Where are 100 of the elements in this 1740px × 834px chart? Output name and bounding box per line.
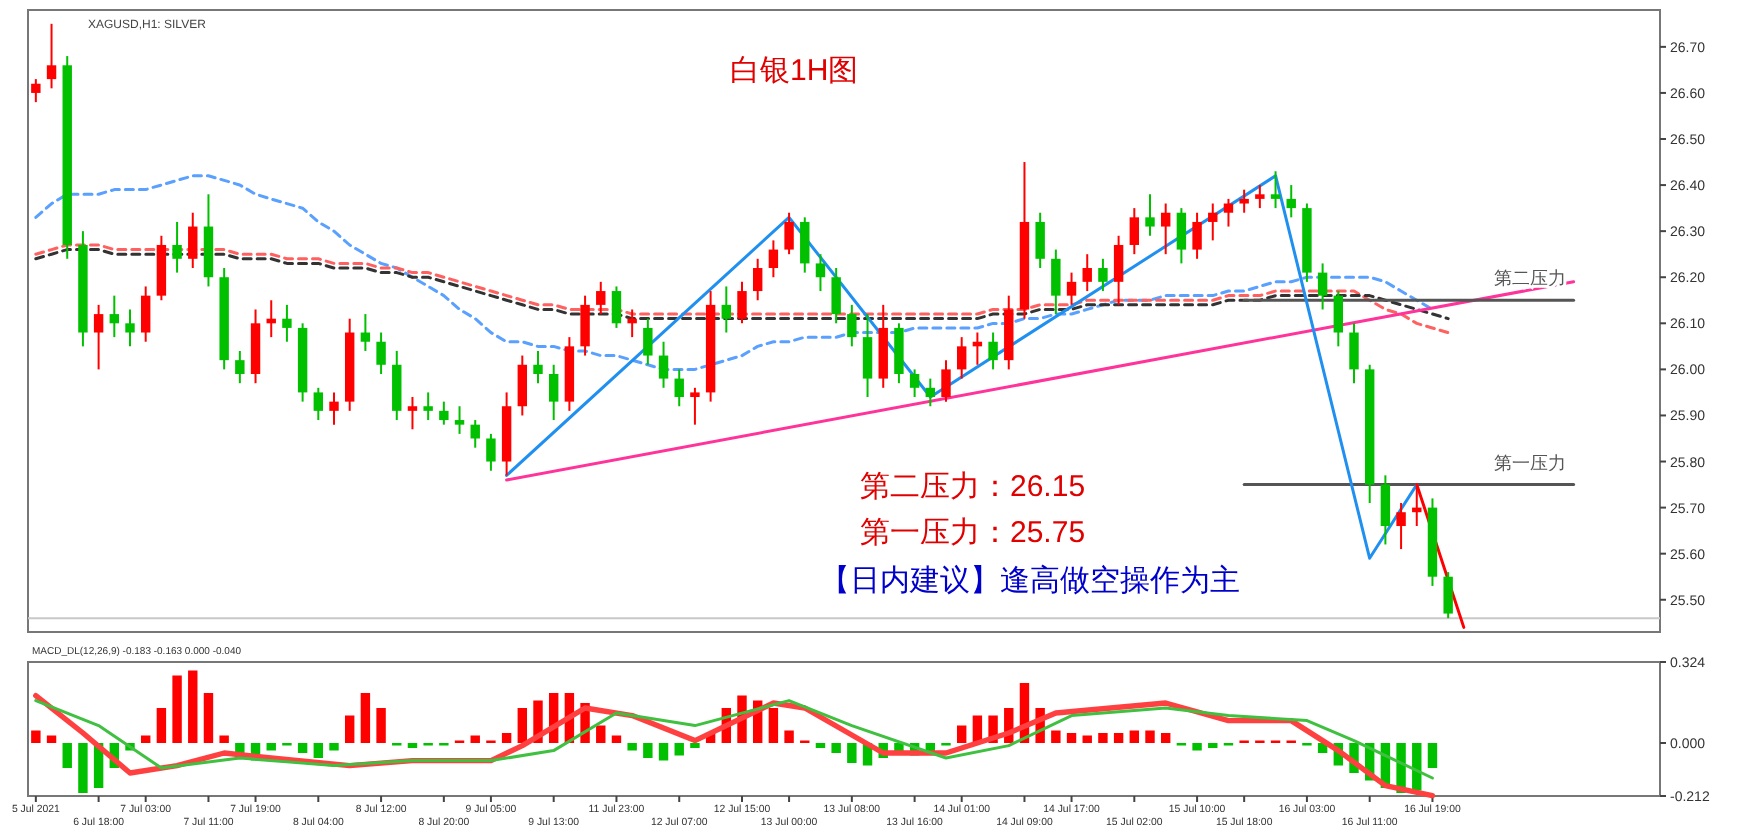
bar (768, 708, 779, 743)
bar (62, 743, 72, 768)
bar (31, 730, 41, 743)
candlestick (1223, 197, 1234, 228)
candlestick (752, 257, 763, 302)
bar (1427, 743, 1438, 768)
bar (1113, 733, 1124, 743)
candlestick (1349, 322, 1359, 385)
candlestick (831, 267, 841, 325)
candlestick (1208, 202, 1218, 242)
bar (831, 743, 841, 753)
candlestick (690, 386, 700, 426)
candlestick (784, 211, 794, 256)
bar (627, 743, 637, 751)
bar (674, 743, 684, 756)
candlestick (611, 285, 622, 329)
candlestick (1255, 184, 1265, 210)
candlestick (988, 331, 998, 371)
candlestick (1129, 207, 1140, 256)
candlestick (439, 400, 449, 426)
candlestick (109, 294, 120, 339)
annotation: 【日内建议】逢高做空操作为主 (820, 564, 1240, 598)
candlestick (360, 313, 371, 352)
candlestick (925, 377, 936, 408)
candlestick (847, 303, 857, 348)
candlestick (1239, 188, 1249, 214)
candlestick (768, 239, 779, 279)
candlestick (956, 336, 967, 380)
bar (501, 733, 512, 743)
bar (78, 743, 88, 793)
bar (1129, 730, 1140, 743)
bar (643, 743, 653, 758)
bar (219, 735, 229, 743)
candlestick (313, 386, 324, 422)
candlestick (1333, 290, 1344, 348)
candlestick (643, 317, 653, 366)
candlestick (407, 396, 418, 431)
bar (784, 730, 794, 743)
bar (1051, 730, 1061, 743)
bar (376, 708, 386, 743)
candlestick (1380, 474, 1391, 546)
candlestick (1286, 184, 1296, 219)
bar (517, 708, 528, 743)
candlestick (1082, 253, 1092, 293)
bar (188, 670, 198, 743)
candlestick (800, 216, 810, 274)
candlestick (909, 368, 920, 399)
candlestick (815, 253, 826, 293)
candlestick (596, 280, 606, 316)
candlestick (1396, 501, 1406, 551)
candlestick (172, 220, 182, 274)
candlestick (125, 308, 135, 348)
candlestick (470, 419, 480, 449)
bar (596, 725, 606, 743)
candlestick (1145, 193, 1155, 237)
bar (156, 708, 167, 743)
candlestick (674, 368, 684, 408)
candlestick (376, 331, 386, 375)
candlestick (1066, 271, 1077, 306)
candlestick (454, 405, 465, 435)
candlestick (329, 391, 339, 426)
candlestick (282, 303, 292, 343)
candlestick (93, 303, 104, 371)
candlestick (140, 285, 151, 343)
bar (203, 693, 214, 743)
candlestick (627, 308, 637, 339)
bar (956, 725, 967, 743)
candlestick (1270, 170, 1281, 210)
bar (1160, 733, 1171, 743)
bar (847, 743, 857, 763)
series-label: 第二压力 (1493, 268, 1566, 289)
annotation: 第一压力：25.75 (860, 516, 1086, 550)
candlestick (486, 432, 496, 472)
line-series (34, 699, 1434, 780)
candlestick (423, 391, 433, 422)
candlestick (894, 322, 904, 385)
candlestick (517, 354, 528, 417)
candlestick (1160, 202, 1171, 256)
line-series (505, 174, 1419, 560)
candlestick (941, 359, 951, 403)
candlestick (1113, 234, 1124, 306)
candlestick (1176, 207, 1187, 265)
candlestick (1192, 211, 1202, 260)
bar (1192, 743, 1202, 751)
candlestick (658, 340, 669, 389)
bar (1098, 733, 1108, 743)
bar (329, 743, 339, 751)
candlestick (188, 211, 198, 270)
candlestick (580, 294, 590, 357)
candlestick (1051, 248, 1061, 316)
candlestick (1443, 571, 1453, 620)
candlestick (392, 349, 402, 422)
bar (658, 743, 669, 761)
candlestick (548, 363, 559, 422)
bar (1145, 730, 1155, 743)
candlestick (862, 313, 873, 399)
candlestick (1098, 257, 1108, 293)
bar (313, 743, 324, 758)
candlestick (1035, 211, 1045, 270)
candlestick (31, 78, 41, 104)
